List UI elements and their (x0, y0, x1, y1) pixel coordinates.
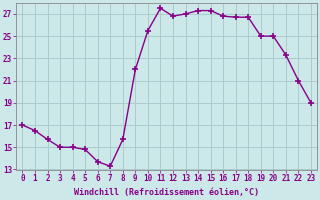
X-axis label: Windchill (Refroidissement éolien,°C): Windchill (Refroidissement éolien,°C) (74, 188, 259, 197)
